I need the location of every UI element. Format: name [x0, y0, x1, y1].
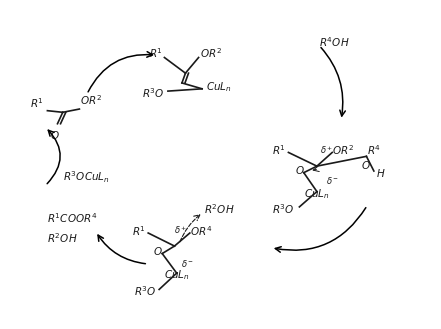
Text: $R^1$: $R^1$ [132, 224, 146, 238]
Text: $R^1COOR^4$: $R^1COOR^4$ [47, 212, 98, 225]
Text: $CuL_n$: $CuL_n$ [304, 187, 330, 201]
Text: $R^3OCuL_n$: $R^3OCuL_n$ [63, 170, 109, 185]
Text: $R^3O$: $R^3O$ [135, 284, 157, 298]
Text: $O$: $O$ [50, 129, 60, 140]
Text: $H$: $H$ [376, 167, 385, 179]
Text: $\delta^+$: $\delta^+$ [320, 144, 333, 156]
Text: $CuL_n$: $CuL_n$ [206, 80, 232, 94]
Text: $\delta^-$: $\delta^-$ [325, 175, 339, 186]
Text: $O$: $O$ [361, 159, 370, 170]
Text: $R^1$: $R^1$ [149, 47, 163, 61]
Text: $R^4$: $R^4$ [367, 143, 381, 157]
Text: $R^1$: $R^1$ [30, 96, 45, 110]
Text: $CuL_n$: $CuL_n$ [164, 268, 190, 282]
Text: $R^4OH$: $R^4OH$ [319, 35, 350, 49]
Text: $OR^2$: $OR^2$ [80, 94, 102, 107]
Text: $O$: $O$ [295, 164, 304, 176]
Text: $OR^2$: $OR^2$ [332, 143, 354, 157]
Text: $\delta^+$: $\delta^+$ [174, 224, 187, 236]
Text: $R^3O$: $R^3O$ [273, 202, 295, 216]
Text: $OR^2$: $OR^2$ [200, 47, 222, 61]
Text: $R^3O$: $R^3O$ [142, 87, 164, 100]
Text: $\delta^-$: $\delta^-$ [181, 258, 194, 269]
Text: $OR^4$: $OR^4$ [190, 224, 212, 238]
Text: $O$: $O$ [153, 245, 163, 257]
Text: $R^2OH$: $R^2OH$ [204, 202, 235, 216]
Text: $R^2OH$: $R^2OH$ [47, 231, 78, 245]
Text: $R^1$: $R^1$ [272, 143, 286, 157]
